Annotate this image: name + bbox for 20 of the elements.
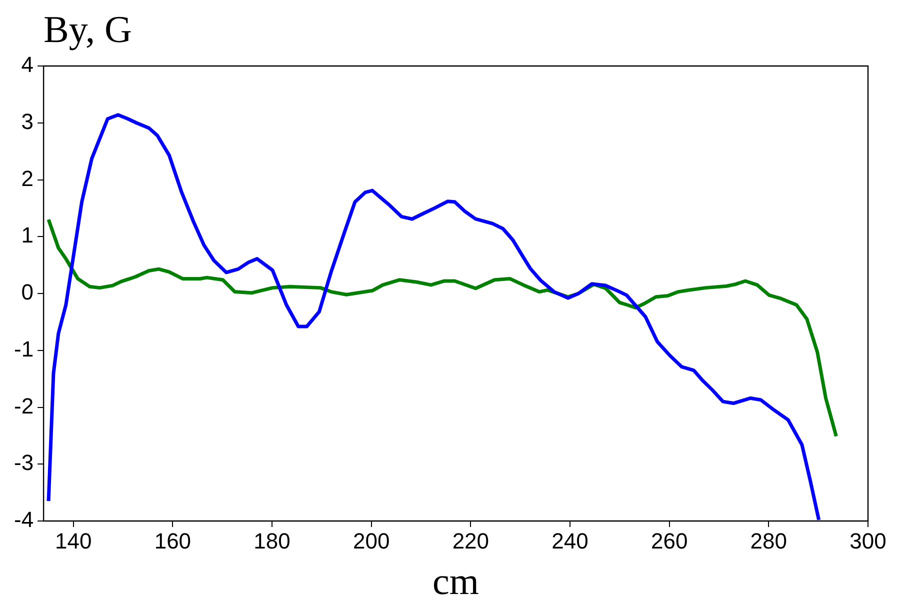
y-tick-label: -2 [14,393,34,418]
x-axis-title: cm [432,561,479,604]
x-tick-label: 240 [552,528,588,554]
y-tick-label: 0 [21,280,34,305]
y-tick-label: 2 [21,166,34,191]
x-tick-label: 260 [650,528,688,554]
y-tick-label: -3 [14,450,34,476]
x-tick-label: 180 [254,528,290,554]
y-tick-label: 4 [21,52,34,78]
y-axis-title: By, G [44,9,132,51]
x-tick-label: 300 [850,528,886,554]
y-tick-label: 1 [21,222,34,248]
x-tick-label: 200 [352,528,390,554]
y-tick-label: -4 [14,507,34,532]
x-tick-label: 220 [452,528,490,554]
x-tick-label: 160 [154,528,192,554]
x-tick-label: 140 [55,528,92,554]
y-tick-label: -1 [14,336,34,362]
y-tick-label: 3 [21,108,34,134]
x-tick-label: 280 [750,528,788,554]
